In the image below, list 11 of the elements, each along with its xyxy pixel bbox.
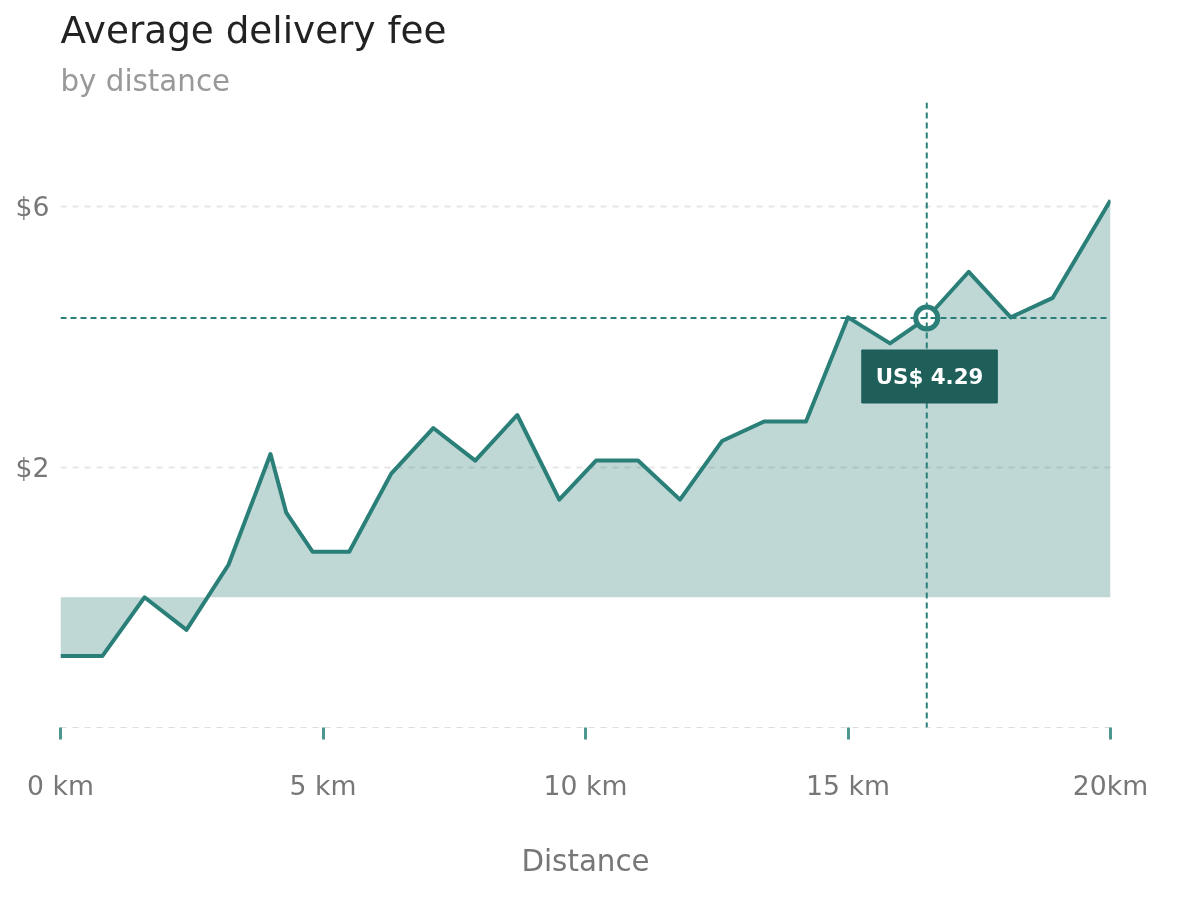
x-tick-label: 0 km bbox=[27, 769, 94, 801]
y-tick-label: $6 bbox=[15, 191, 50, 223]
x-tick-label: 15 km bbox=[806, 769, 890, 801]
chart-title: Average delivery fee bbox=[60, 7, 447, 52]
x-tick-label: 5 km bbox=[289, 769, 357, 801]
annotation: US$ 4.29 bbox=[875, 363, 984, 389]
x-tick-label: 20km bbox=[1072, 769, 1149, 801]
x-axis-title: Distance bbox=[521, 843, 650, 878]
y-tick-label: $2 bbox=[15, 451, 50, 483]
chart-subtitle: by distance bbox=[60, 63, 231, 98]
x-tick-label: 10 km bbox=[543, 769, 628, 801]
